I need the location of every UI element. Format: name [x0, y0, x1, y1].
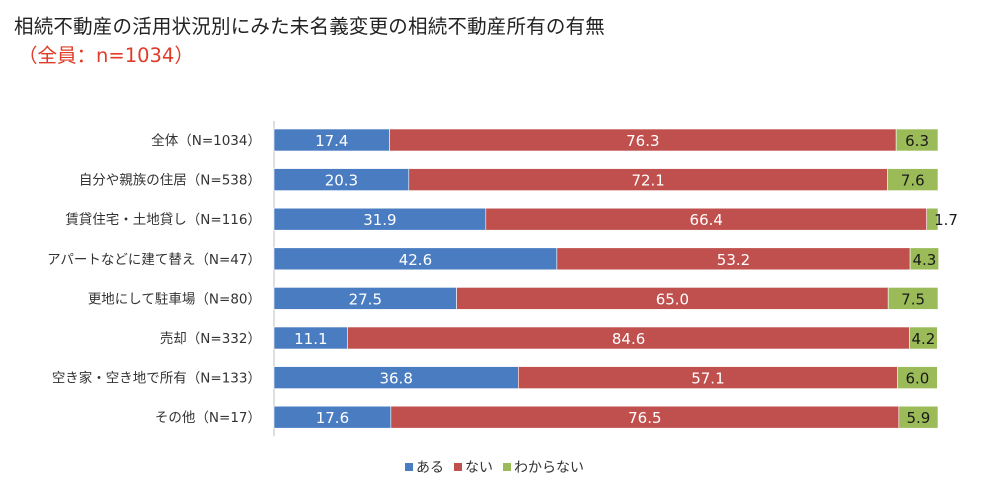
- data-label: 53.2: [717, 251, 750, 269]
- data-label: 76.3: [626, 132, 659, 150]
- chart-subtitle: （全員：n=1034）: [18, 44, 194, 67]
- data-label: 7.6: [901, 172, 925, 190]
- category-label: その他（N=17）: [155, 410, 261, 426]
- data-label: 4.2: [911, 330, 935, 348]
- legend-label: ある: [416, 460, 444, 476]
- data-label: 27.5: [349, 290, 382, 308]
- legend-item: ない: [454, 457, 493, 477]
- category-label: 更地にして駐車場（N=80）: [88, 291, 261, 307]
- data-label: 5.9: [906, 409, 930, 427]
- plot-area: 全体（N=1034） 17.4 76.3 6.3 自分や親族の住居（N=538） 20.3…: [47, 121, 958, 437]
- category-label: 空き家・空き地で所有（N=133）: [52, 370, 261, 387]
- data-label: 17.6: [316, 409, 349, 427]
- data-label: 36.8: [379, 370, 412, 388]
- category-label: 全体（N=1034）: [151, 132, 261, 149]
- category-label: アパートなどに建て替え（N=47）: [47, 252, 261, 268]
- data-label: 1.7: [934, 211, 958, 229]
- data-label: 66.4: [690, 211, 723, 229]
- data-label: 42.6: [399, 251, 432, 269]
- chart-title: 相続不動産の活用状況別にみた未名義変更の相続不動産所有の有無: [14, 15, 606, 38]
- data-label: 65.0: [656, 290, 689, 308]
- legend-label: ない: [465, 460, 493, 476]
- category-label: 売却（N=332）: [160, 331, 261, 347]
- bar-segment: [887, 168, 939, 191]
- legend-swatch: [405, 463, 413, 471]
- legend-label: わからない: [514, 460, 584, 476]
- data-label: 31.9: [363, 211, 396, 229]
- data-label: 4.3: [912, 251, 936, 269]
- data-label: 72.1: [631, 172, 664, 190]
- data-label: 76.5: [628, 409, 661, 427]
- bar-segment: [909, 326, 938, 350]
- chart-legend: ある ない わからない: [0, 457, 989, 477]
- category-label: 自分や親族の住居（N=538）: [79, 173, 261, 189]
- bar-segment: [895, 128, 939, 152]
- bar-segment: [887, 287, 939, 310]
- bar-segment: [909, 247, 939, 271]
- category-label: 賃貸住宅・土地貸し（N=116）: [65, 212, 261, 228]
- legend-swatch: [454, 463, 462, 471]
- data-label: 57.1: [691, 370, 724, 388]
- data-label: 6.3: [905, 132, 929, 150]
- bar-segment: [926, 207, 939, 231]
- bar-segment: [898, 405, 939, 429]
- data-label: 11.1: [294, 330, 327, 348]
- data-label: 84.6: [612, 330, 645, 348]
- data-label: 6.0: [905, 370, 929, 388]
- legend-swatch: [503, 463, 511, 471]
- legend-item: ある: [405, 457, 444, 477]
- data-label: 7.5: [901, 290, 925, 308]
- bar-segment: [897, 366, 938, 389]
- data-label: 20.3: [325, 172, 358, 190]
- data-label: 17.4: [315, 132, 348, 150]
- legend-item: わからない: [503, 457, 584, 477]
